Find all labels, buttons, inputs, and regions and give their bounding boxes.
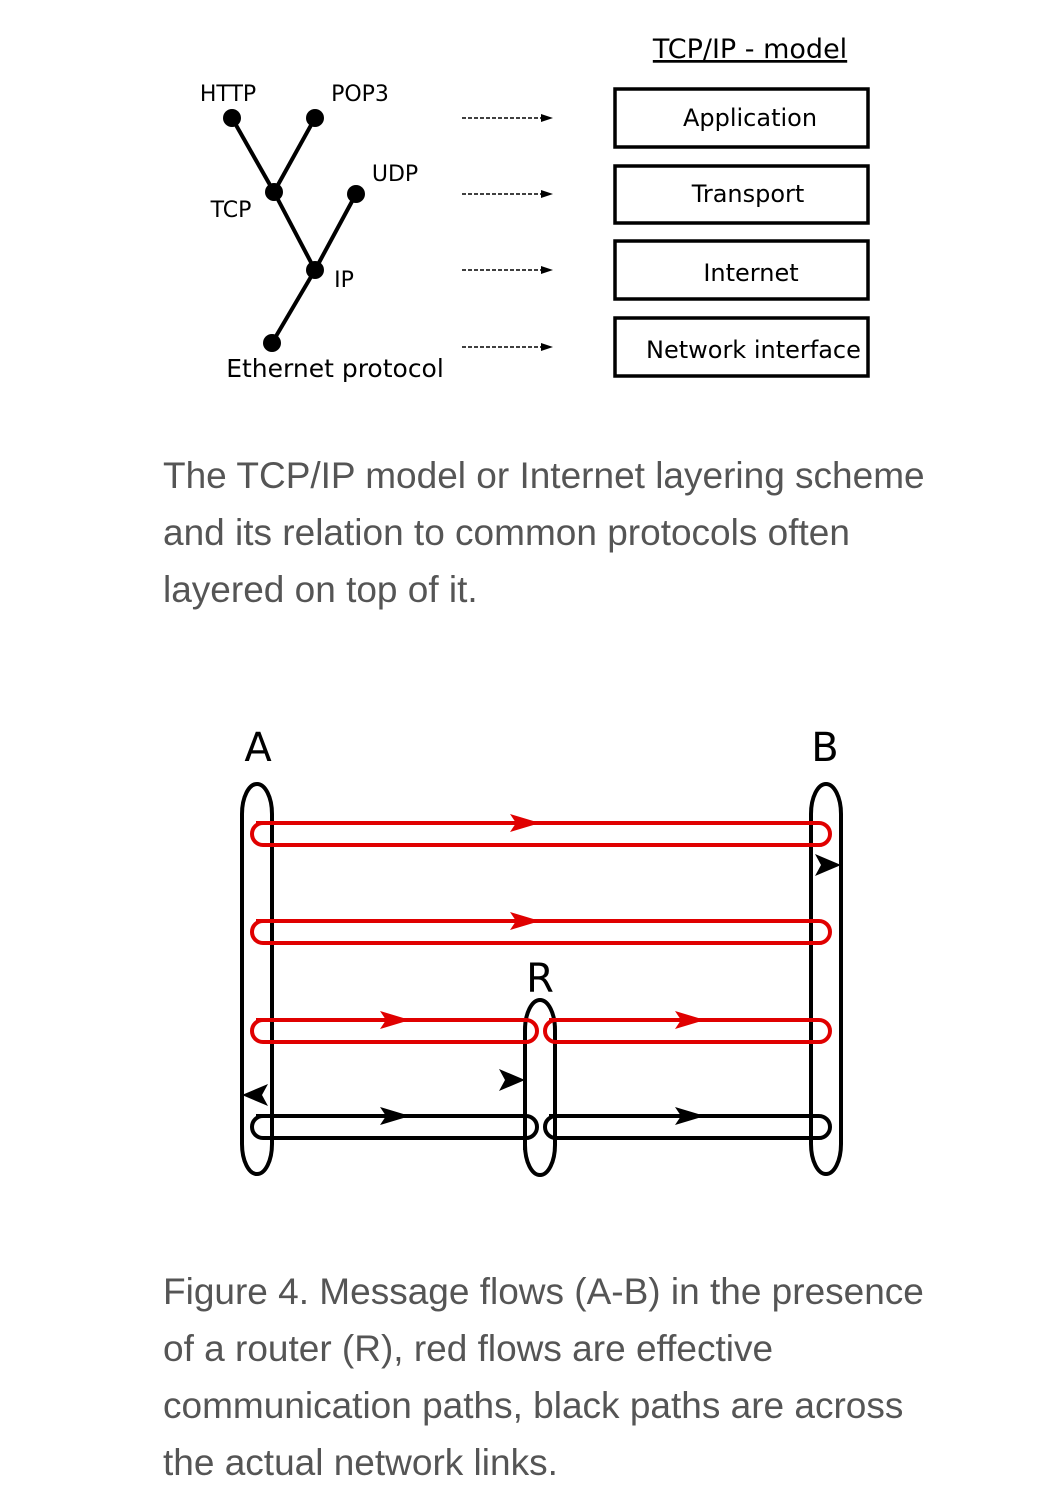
ethernet-label: Ethernet protocol (226, 354, 444, 383)
pop3-label: POP3 (331, 82, 389, 107)
node-r-label: R (526, 956, 554, 1002)
figure-caption-tcpip: The TCP/IP model or Internet layering sc… (163, 455, 925, 610)
black-link-2 (543, 1114, 832, 1140)
layer-label-transport: Transport (691, 180, 805, 208)
mapping-arrows (462, 114, 553, 351)
tcp-label: TCP (210, 198, 252, 223)
figure-caption-flows: Figure 4. Message flows (A-B) in the pre… (163, 1271, 924, 1483)
red-flow-2 (250, 919, 832, 945)
red-flow-3b (543, 1018, 832, 1044)
node-a-label: A (244, 725, 272, 771)
protocol-nodes (223, 109, 365, 352)
node-r-loop (523, 998, 557, 1177)
node-b-label: B (811, 725, 838, 771)
layer-box-application (613, 87, 870, 149)
effective-flows (250, 814, 832, 1044)
layer-box-internet (613, 239, 870, 301)
ip-node (306, 261, 324, 279)
tcpip-model-figure: TCP/IP - model HTTP POP3 TCP UDP IP Ethe… (0, 0, 1044, 420)
ethernet-node (263, 334, 281, 352)
udp-label: UDP (372, 162, 418, 187)
physical-links (250, 1107, 832, 1140)
red-flow-3a (250, 1018, 539, 1044)
vertical-arrows (240, 854, 843, 1150)
red-flow-1 (250, 821, 832, 847)
protocol-tree (230, 117, 358, 345)
layer-label-internet: Internet (703, 259, 798, 287)
message-flows-diagram: A B R (240, 725, 843, 1177)
message-flows-figure: A B R (0, 700, 1044, 1200)
http-label: HTTP (200, 82, 256, 107)
tcp-node (265, 183, 283, 201)
layer-box-network (613, 316, 870, 378)
node-a-loop (240, 782, 274, 1176)
black-link-1 (250, 1114, 539, 1140)
model-title: TCP/IP - model (652, 34, 847, 65)
http-node (223, 109, 241, 127)
udp-node (347, 185, 365, 203)
pop3-node (306, 109, 324, 127)
layer-boxes (613, 87, 870, 378)
tcpip-model-diagram: TCP/IP - model HTTP POP3 TCP UDP IP Ethe… (200, 34, 870, 383)
layer-box-transport (613, 164, 870, 225)
layer-label-network: Network interface (646, 336, 861, 364)
layer-label-application: Application (683, 104, 817, 132)
ip-label: IP (334, 268, 354, 293)
